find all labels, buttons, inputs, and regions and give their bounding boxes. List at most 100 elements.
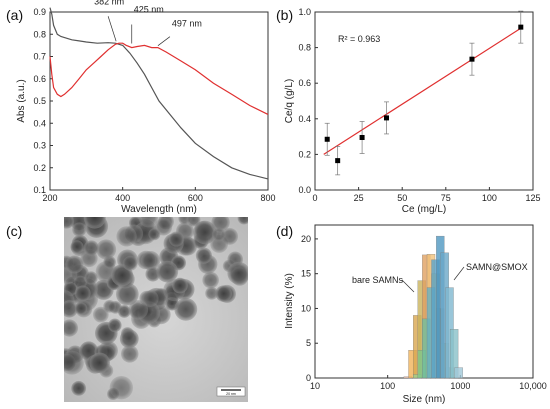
panel-d-xtick-label: 100 (380, 381, 395, 391)
tem-particle (83, 217, 106, 229)
tem-particle (142, 290, 159, 307)
panel-label-b: (b) (276, 7, 293, 23)
tem-particle (92, 306, 109, 323)
tem-particle (71, 380, 87, 396)
tem-scale-bar-box (216, 386, 246, 397)
tem-particle (64, 217, 74, 229)
panel-d-chart: 10 100 1000 10,000 0 5 10 15 20 bare SAMNs SAMN@… (284, 224, 547, 405)
panel-d-ylabel: Intensity (%) (284, 273, 295, 329)
panel-d-bar-samn-smox (454, 367, 463, 379)
tem-particle (74, 285, 91, 302)
panel-b-data-point (324, 136, 330, 142)
panel-b-ytick-label: 0.8 (298, 43, 311, 53)
tem-particle (138, 217, 159, 228)
tem-particle (108, 318, 122, 333)
panel-a-xlabel: Wavelength (nm) (121, 204, 197, 215)
tem-particle (227, 261, 248, 285)
panel-b-chart: 0 25 50 75 100 125 0.0 0.2 0.4 0.6 0.8 1.0 R² = 0.9… (284, 7, 541, 215)
tem-particle (89, 352, 110, 374)
panel-a-ytick-label: 0.3 (33, 141, 46, 151)
panel-b-data-point (359, 134, 365, 140)
tem-particle (120, 345, 139, 363)
tem-scale-bar-label: 20 nm (226, 392, 236, 396)
tem-particle (70, 240, 84, 254)
panel-a-ytick-label: 0.1 (33, 185, 46, 195)
panel-d-ytick-label: 15 (301, 269, 311, 279)
tem-particle (122, 255, 138, 271)
tem-particle (115, 282, 139, 306)
tem-particle (64, 350, 84, 375)
panel-b-xtick-label: 125 (525, 193, 540, 203)
tem-particle (72, 222, 87, 237)
panel-a-xtick-label: 800 (260, 193, 275, 203)
panel-b-ytick-label: 1.0 (298, 7, 311, 17)
tem-particle (186, 217, 201, 227)
panel-label-c: (c) (6, 223, 22, 239)
tem-particle (221, 227, 239, 245)
panel-a-annotation-label: 425 nm (134, 4, 164, 14)
tem-particle (215, 285, 232, 302)
panel-b-ytick-label: 0.6 (298, 78, 311, 88)
panel-a-xtick-label: 600 (188, 193, 203, 203)
panel-d-legend-smox: SAMN@SMOX (466, 262, 528, 272)
panel-d-xlabel: Size (nm) (403, 394, 446, 405)
panel-a-ylabel: Abs (a.u.) (16, 79, 27, 122)
tem-particle (193, 220, 217, 245)
panel-b-data-point (335, 158, 341, 164)
tem-particle (156, 260, 179, 283)
panel-a-annotation-label: 497 nm (172, 19, 202, 29)
panel-a-annotation-leader (157, 36, 171, 46)
panel-b-xtick-label: 100 (482, 193, 497, 203)
panel-a-ytick-label: 0.4 (33, 118, 46, 128)
tem-particle (202, 271, 219, 289)
panel-b-xtick-label: 75 (441, 193, 451, 203)
panel-a-chart: 200 400 600 8000.10.20.30.40.50.60.70.80.9 … (16, 0, 276, 215)
tem-particle (65, 255, 84, 274)
tem-particle (128, 299, 149, 320)
tem-particle (237, 217, 248, 225)
panel-a-series-gray-line (49, 7, 269, 180)
panel-b-data-point (469, 56, 475, 62)
panel-d-ytick-label: 10 (301, 303, 311, 313)
panel-b-ytick-label: 0.0 (298, 185, 311, 195)
tem-particle (211, 227, 226, 242)
tem-particle (168, 231, 184, 247)
panel-a-ytick-label: 0.7 (33, 52, 46, 62)
panel-d-xtick-label: 1000 (450, 381, 470, 391)
panel-label-a: (a) (6, 7, 23, 23)
panel-d-bar-samn-smox (449, 329, 459, 379)
tem-particle (174, 297, 198, 321)
tem-particle (96, 239, 117, 260)
panel-b-data-point (518, 24, 524, 30)
panel-a-annotation-leader (107, 16, 117, 42)
panel-b-xtick-label: 50 (397, 193, 407, 203)
tem-particle (117, 304, 131, 318)
tem-particle (103, 299, 117, 313)
panel-b-xlabel: Ce (mg/L) (402, 204, 446, 215)
panel-b-r2-annotation: R² = 0.963 (338, 34, 380, 44)
panel-a-xtick-label: 200 (42, 193, 57, 203)
tem-particle (64, 300, 78, 318)
panel-b-xtick-label: 25 (354, 193, 364, 203)
tem-particle (148, 228, 161, 241)
tem-particle (73, 275, 87, 289)
tem-particle (64, 319, 79, 337)
tem-particle (83, 240, 99, 256)
panel-d-ytick-label: 5 (306, 338, 311, 348)
panel-a-series-red-line (49, 42, 269, 115)
panel-a-ytick-label: 0.9 (33, 7, 46, 17)
tem-particle (84, 271, 98, 285)
panel-a-xtick-label: 400 (115, 193, 130, 203)
panel-c-tem-image: 20 nm (64, 217, 248, 402)
tem-particle (195, 247, 212, 264)
tem-particle (140, 251, 161, 271)
panel-b-frame (314, 11, 534, 191)
panel-b-ylabel: Ce/q (g/L) (284, 79, 295, 123)
panel-a-ytick-label: 0.6 (33, 74, 46, 84)
panel-a-ytick-label: 0.2 (33, 163, 46, 173)
panel-b-xtick-label: 0 (312, 193, 317, 203)
tem-particle (116, 226, 137, 247)
panel-b-data-point (384, 115, 390, 121)
panel-d-ytick-label: 0 (306, 373, 311, 383)
